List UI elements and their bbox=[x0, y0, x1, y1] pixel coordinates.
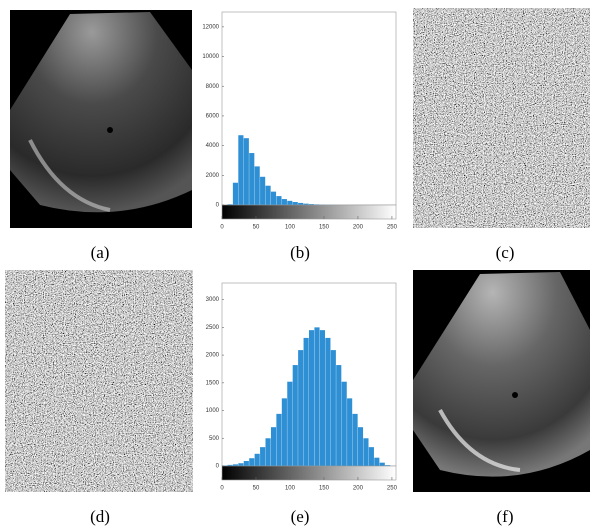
image-d bbox=[5, 270, 193, 492]
bar bbox=[249, 153, 255, 205]
x-tick-label: 250 bbox=[387, 486, 398, 492]
bar bbox=[243, 138, 249, 205]
caption: (f) bbox=[497, 507, 514, 526]
colorbar bbox=[221, 204, 397, 220]
x-tick-label: 250 bbox=[387, 225, 398, 231]
y-tick-label: 3000 bbox=[206, 297, 220, 303]
y-tick-label: 8000 bbox=[206, 84, 220, 90]
bar bbox=[254, 166, 260, 205]
y-tick-label: 0 bbox=[216, 464, 220, 470]
bar bbox=[287, 381, 293, 466]
bar bbox=[352, 413, 358, 466]
caption: (a) bbox=[91, 243, 110, 262]
y-tick-label: 1500 bbox=[206, 380, 220, 386]
caption: (d) bbox=[90, 507, 110, 526]
y-tick-label: 10000 bbox=[202, 54, 219, 60]
y-tick-label: 2000 bbox=[206, 353, 220, 359]
bar bbox=[238, 463, 244, 466]
caption: (e) bbox=[291, 507, 310, 526]
x-tick-label: 100 bbox=[285, 225, 296, 231]
bar bbox=[309, 204, 315, 205]
bar bbox=[368, 447, 374, 466]
bar bbox=[227, 204, 233, 205]
bar bbox=[281, 398, 287, 466]
bar bbox=[341, 381, 347, 466]
bar bbox=[276, 196, 282, 205]
bar bbox=[347, 398, 353, 466]
bar bbox=[303, 203, 309, 205]
image-f bbox=[413, 270, 590, 492]
y-tick-label: 12000 bbox=[202, 24, 219, 30]
caption: (b) bbox=[290, 243, 310, 262]
caption: (c) bbox=[496, 243, 515, 262]
bar bbox=[298, 350, 304, 466]
x-tick-label: 0 bbox=[220, 486, 224, 492]
image-c bbox=[413, 8, 590, 228]
bar bbox=[319, 330, 326, 466]
bar bbox=[232, 464, 239, 466]
y-tick-label: 6000 bbox=[206, 114, 220, 120]
bar bbox=[281, 199, 287, 205]
bar bbox=[238, 135, 244, 205]
bar bbox=[249, 458, 255, 466]
bar bbox=[336, 365, 342, 466]
bar bbox=[260, 176, 266, 205]
bar bbox=[265, 438, 271, 466]
bar bbox=[254, 453, 260, 466]
bar bbox=[287, 200, 293, 205]
y-tick-label: 0 bbox=[216, 203, 220, 209]
bar bbox=[270, 191, 277, 205]
bar bbox=[357, 427, 364, 466]
bar bbox=[276, 413, 282, 466]
x-tick-label: 200 bbox=[353, 486, 364, 492]
y-tick-label: 2000 bbox=[206, 173, 220, 179]
x-tick-label: 50 bbox=[253, 225, 260, 231]
x-tick-label: 150 bbox=[319, 225, 330, 231]
bar bbox=[314, 327, 320, 466]
y-tick-label: 1000 bbox=[206, 408, 220, 414]
image-a bbox=[10, 10, 192, 228]
x-tick-label: 0 bbox=[220, 225, 224, 231]
y-tick-label: 4000 bbox=[206, 143, 220, 149]
bar bbox=[265, 185, 271, 205]
y-tick-label: 2500 bbox=[206, 325, 220, 331]
bar bbox=[243, 461, 249, 466]
bar bbox=[292, 202, 298, 205]
bar bbox=[309, 330, 315, 466]
bar bbox=[292, 365, 298, 466]
bar bbox=[260, 447, 266, 466]
bar bbox=[379, 462, 385, 466]
bar bbox=[227, 464, 233, 466]
y-tick-label: 500 bbox=[209, 436, 220, 442]
bar bbox=[298, 202, 304, 205]
bar bbox=[374, 457, 380, 466]
bar bbox=[325, 337, 331, 466]
bar bbox=[330, 350, 336, 466]
x-tick-label: 150 bbox=[319, 486, 330, 492]
x-tick-label: 200 bbox=[353, 225, 364, 231]
bar bbox=[385, 465, 391, 466]
bar bbox=[232, 182, 239, 205]
bar bbox=[363, 438, 369, 466]
bar bbox=[303, 337, 309, 466]
colorbar bbox=[221, 465, 397, 481]
x-tick-label: 50 bbox=[253, 486, 260, 492]
x-tick-label: 100 bbox=[285, 486, 296, 492]
bar bbox=[270, 427, 277, 466]
